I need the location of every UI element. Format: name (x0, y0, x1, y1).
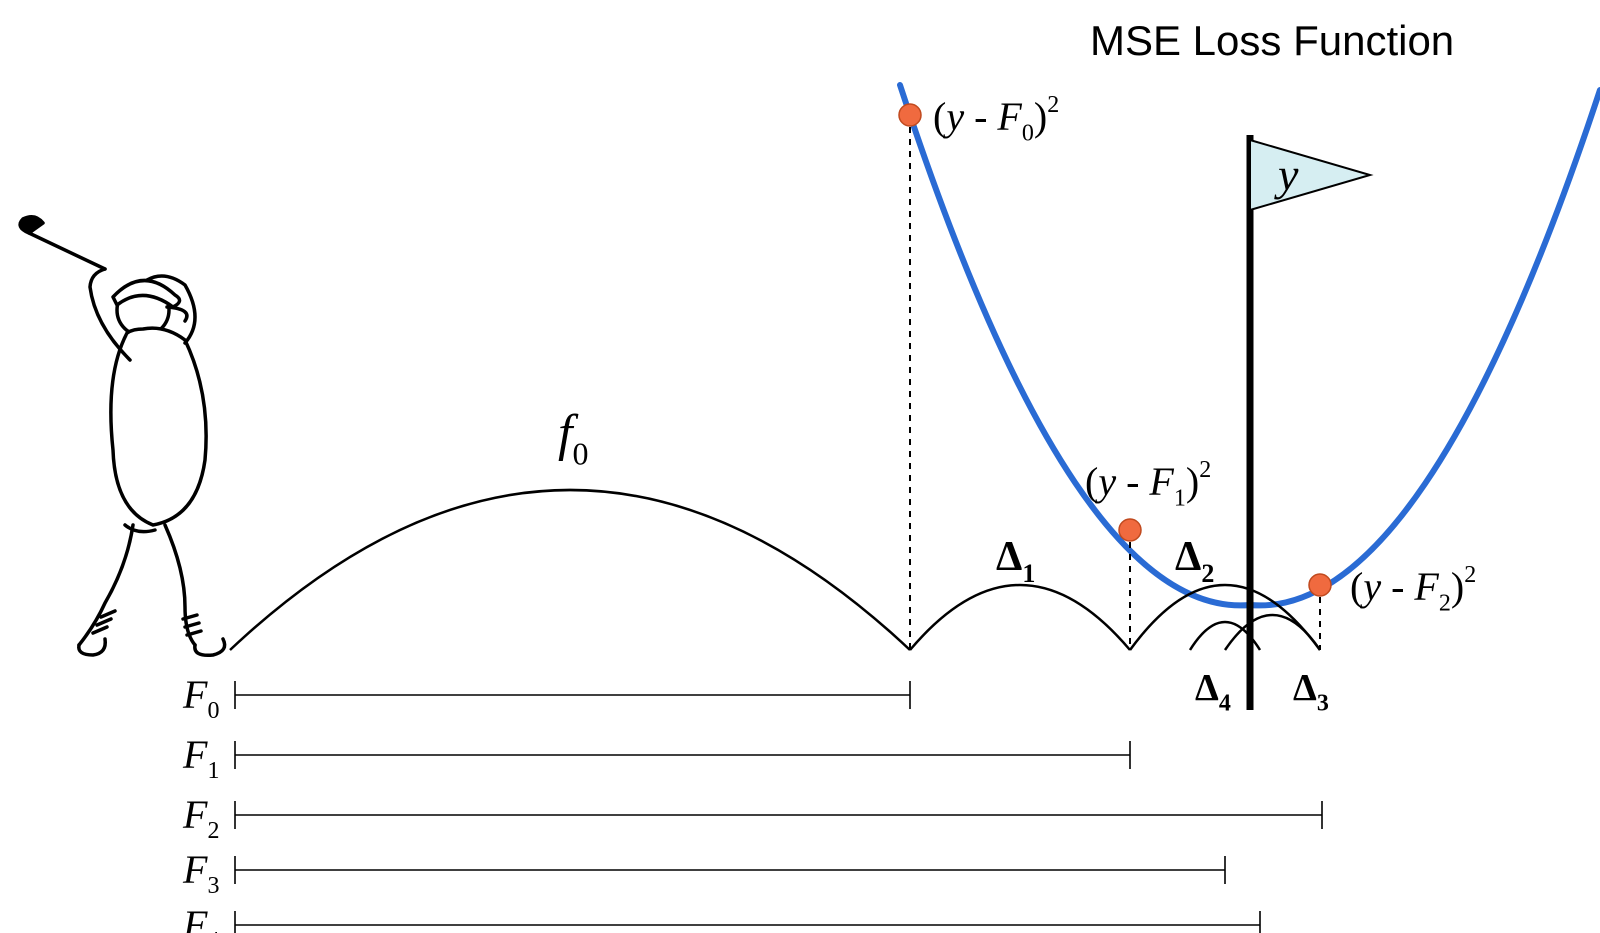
diagram-title: MSE Loss Function (1090, 17, 1454, 64)
loss-F1-label: (y - F1)2 (1085, 457, 1211, 511)
diagram-canvas: MSE Loss Functionyf0Δ1Δ2Δ3Δ4(y - F0)2(y … (0, 0, 1600, 933)
loss-F0-point (899, 104, 921, 126)
loss-F2-point (1309, 574, 1331, 596)
loss-F2-label: (y - F2)2 (1350, 562, 1476, 616)
background (0, 0, 1600, 933)
flag-label: y (1274, 149, 1299, 200)
loss-F1-point (1119, 519, 1141, 541)
loss-F0-label: (y - F0)2 (933, 92, 1059, 146)
